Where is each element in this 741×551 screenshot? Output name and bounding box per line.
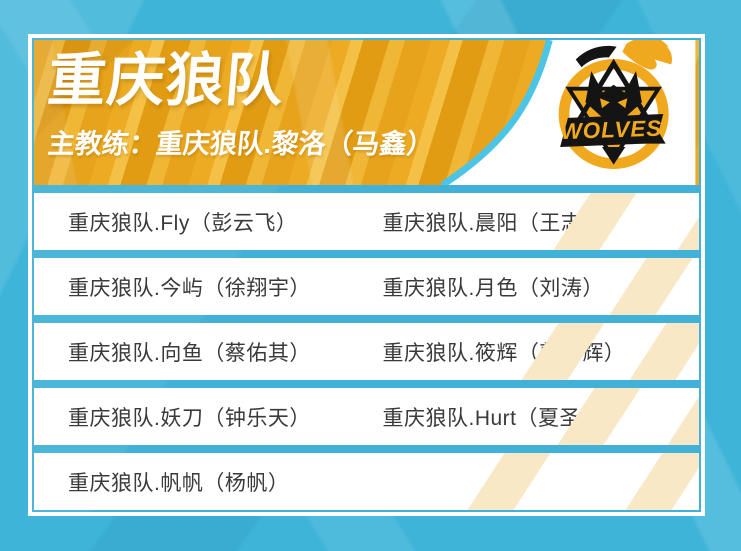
black-swoosh-icon: [575, 45, 617, 68]
player-name: 重庆狼队.妖刀（钟乐天）: [68, 406, 311, 430]
player-name: 重庆狼队.帆帆（杨帆）: [68, 471, 290, 495]
team-header: 重庆狼队 主教练：重庆狼队.黎洛（马鑫） WOLVES: [34, 40, 699, 185]
wolf-head-flourish-icon: [622, 40, 672, 70]
roster-row: 重庆狼队.Fly（彭云飞） 重庆狼队.晨阳（王志成）: [34, 193, 699, 250]
coach-line: 主教练：重庆狼队.黎洛（马鑫）: [46, 129, 436, 159]
wolves-logo-icon: WOLVES: [558, 40, 672, 169]
roster-row: 重庆狼队.今屿（徐翔宇） 重庆狼队.月色（刘涛）: [34, 258, 699, 315]
logo-wordmark: WOLVES: [560, 116, 662, 145]
decor-stripe: [462, 453, 556, 510]
roster-row: 重庆狼队.妖刀（钟乐天） 重庆狼队.Hurt（夏圣钦）: [34, 388, 699, 445]
player-name: 重庆狼队.向鱼（蔡佑其）: [68, 341, 311, 365]
logo-panel-curve: WOLVES: [440, 40, 696, 185]
logo-panel: WOLVES: [431, 40, 699, 185]
team-roster-card: 重庆狼队 主教练：重庆狼队.黎洛（马鑫） WOLVES: [28, 34, 705, 516]
team-name-title: 重庆狼队: [45, 48, 287, 113]
player-name: 重庆狼队.Hurt（夏圣钦）: [382, 406, 625, 430]
player-name: 重庆狼队.Fly（彭云飞）: [68, 211, 298, 235]
roster-row: 重庆狼队.向鱼（蔡佑其） 重庆狼队.筱辉（郭扬辉）: [34, 323, 699, 380]
decor-stripe: [620, 453, 699, 510]
roster-list: 重庆狼队.Fly（彭云飞） 重庆狼队.晨阳（王志成） 重庆狼队.今屿（徐翔宇） …: [34, 193, 699, 510]
player-name: 重庆狼队.今屿（徐翔宇）: [68, 276, 311, 300]
player-name: 重庆狼队.月色（刘涛）: [382, 276, 604, 300]
wolf-face-icon: [585, 71, 642, 128]
player-name: 重庆狼队.晨阳（王志成）: [382, 211, 626, 235]
roster-row: 重庆狼队.帆帆（杨帆）: [34, 453, 699, 510]
